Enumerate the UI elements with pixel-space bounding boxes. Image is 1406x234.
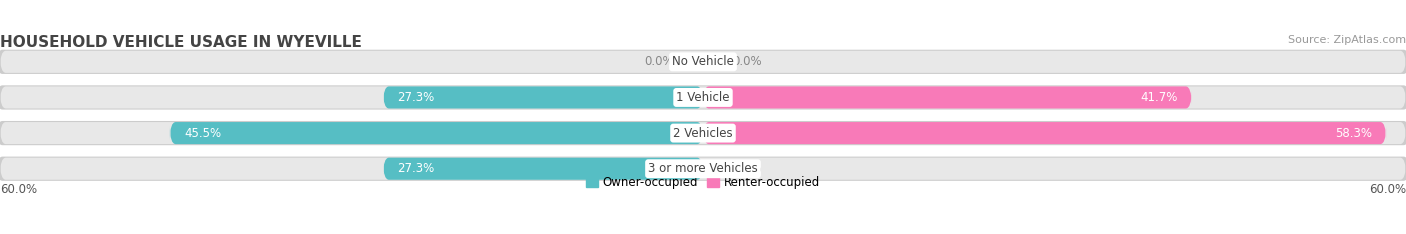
Text: HOUSEHOLD VEHICLE USAGE IN WYEVILLE: HOUSEHOLD VEHICLE USAGE IN WYEVILLE bbox=[0, 35, 361, 50]
Text: 2 Vehicles: 2 Vehicles bbox=[673, 127, 733, 140]
Legend: Owner-occupied, Renter-occupied: Owner-occupied, Renter-occupied bbox=[581, 171, 825, 194]
FancyBboxPatch shape bbox=[703, 122, 1386, 144]
FancyBboxPatch shape bbox=[382, 158, 703, 180]
FancyBboxPatch shape bbox=[0, 157, 1406, 181]
FancyBboxPatch shape bbox=[0, 122, 1406, 144]
Text: No Vehicle: No Vehicle bbox=[672, 55, 734, 68]
FancyBboxPatch shape bbox=[382, 86, 703, 109]
Text: 60.0%: 60.0% bbox=[1369, 183, 1406, 196]
FancyBboxPatch shape bbox=[0, 121, 1406, 145]
Text: 27.3%: 27.3% bbox=[398, 91, 434, 104]
Text: Source: ZipAtlas.com: Source: ZipAtlas.com bbox=[1288, 35, 1406, 45]
FancyBboxPatch shape bbox=[703, 86, 1192, 109]
Text: 3 or more Vehicles: 3 or more Vehicles bbox=[648, 162, 758, 175]
FancyBboxPatch shape bbox=[0, 158, 1406, 180]
Text: 58.3%: 58.3% bbox=[1336, 127, 1372, 140]
FancyBboxPatch shape bbox=[0, 86, 1406, 109]
Text: 0.0%: 0.0% bbox=[733, 55, 762, 68]
Text: 0.0%: 0.0% bbox=[733, 162, 762, 175]
Text: 1 Vehicle: 1 Vehicle bbox=[676, 91, 730, 104]
FancyBboxPatch shape bbox=[170, 122, 703, 144]
Text: 60.0%: 60.0% bbox=[0, 183, 37, 196]
FancyBboxPatch shape bbox=[0, 85, 1406, 110]
FancyBboxPatch shape bbox=[0, 50, 1406, 74]
Text: 0.0%: 0.0% bbox=[644, 55, 673, 68]
Text: 41.7%: 41.7% bbox=[1140, 91, 1178, 104]
Text: 27.3%: 27.3% bbox=[398, 162, 434, 175]
FancyBboxPatch shape bbox=[0, 51, 1406, 73]
Text: 45.5%: 45.5% bbox=[184, 127, 221, 140]
